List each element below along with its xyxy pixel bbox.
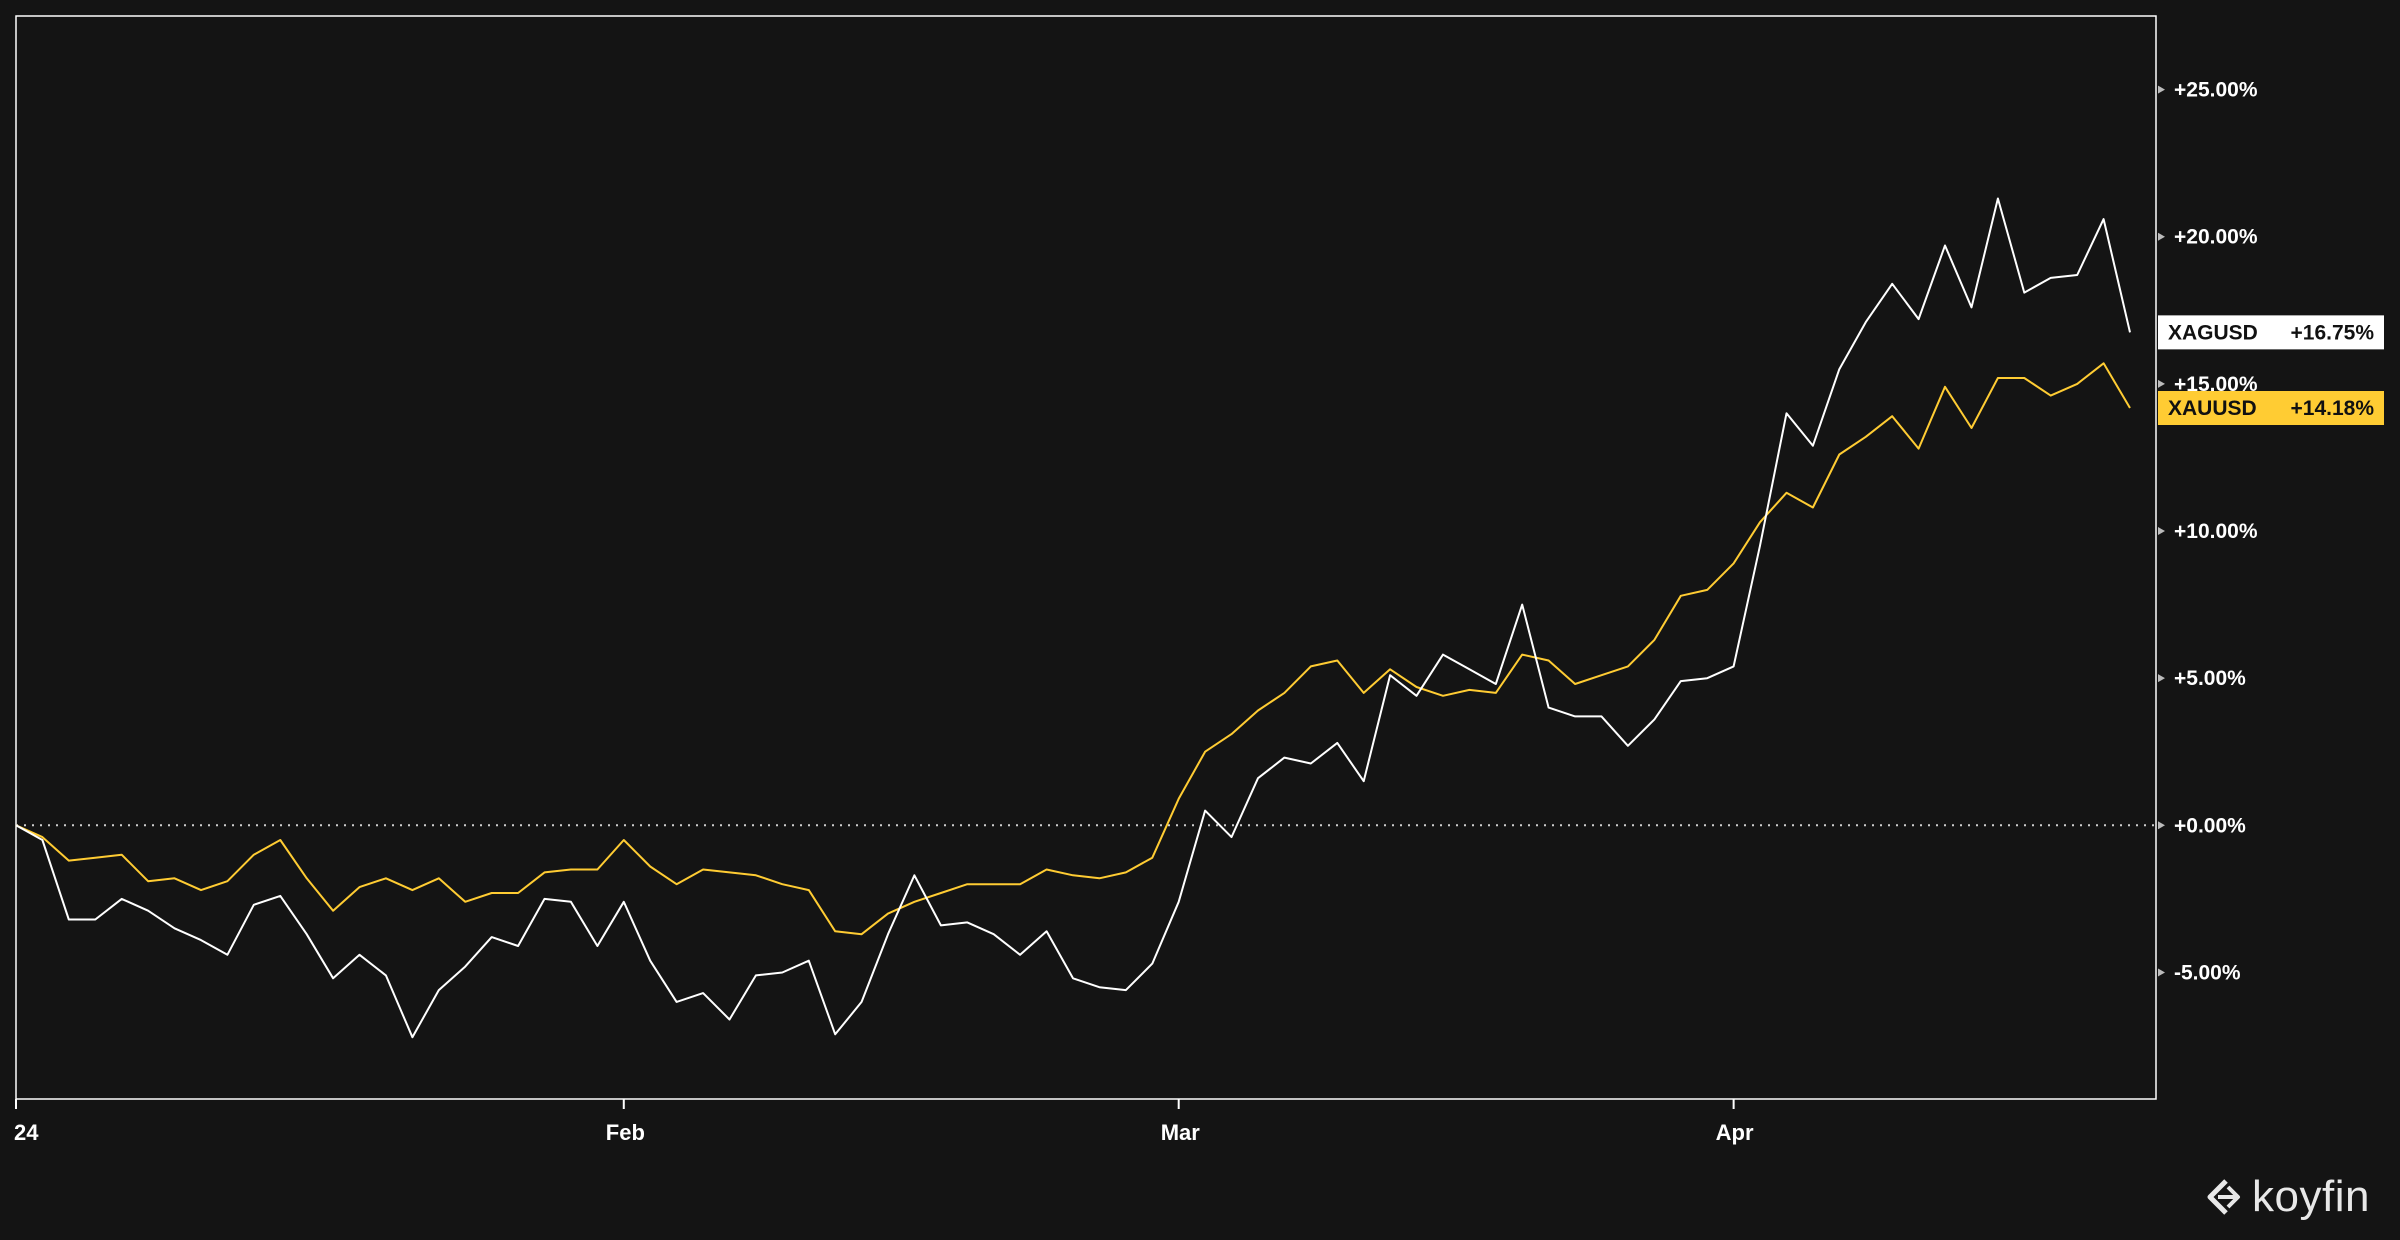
y-tick-marker (2158, 379, 2165, 388)
y-tick-marker (2158, 968, 2165, 977)
value-tag-value: +16.75% (2291, 321, 2375, 344)
y-tick-marker (2158, 232, 2165, 241)
series-line-xagusd (15, 197, 2131, 1039)
x-tick-label: Apr (1716, 1120, 1754, 1145)
series-lines (15, 197, 2131, 1039)
value-tag-value: +14.18% (2291, 397, 2375, 420)
plot-frame (15, 15, 2157, 1100)
koyfin-mark-icon (2207, 1179, 2241, 1215)
y-tick-marker (2158, 821, 2165, 830)
value-tag-name: XAGUSD (2168, 321, 2258, 344)
y-tick-label: +25.00% (2174, 79, 2258, 102)
value-tag-xauusd (2158, 390, 2384, 425)
x-tick-label: Feb (606, 1120, 645, 1145)
y-tick-label: +10.00% (2174, 520, 2258, 543)
logo-wordmark: koyfin (2252, 1172, 2370, 1221)
value-tag-name: XAUUSD (2168, 397, 2257, 420)
value-tag-xagusd (2158, 315, 2384, 350)
x-axis: 24 Feb Mar Apr (14, 1099, 1754, 1145)
koyfin-logo: koyfin (2204, 1172, 2370, 1222)
x-tick-label: Mar (1161, 1120, 1201, 1145)
y-axis: +25.00% +20.00% +15.00% +10.00% +5.00% +0.00%… (2158, 79, 2258, 984)
value-tags: XAGUSD +16.75% XAUUSD +14.18% (2158, 315, 2384, 425)
y-tick-label: +15.00% (2174, 373, 2258, 396)
series-line-xauusd (15, 362, 2131, 936)
y-tick-marker (2158, 674, 2165, 683)
y-tick-marker (2158, 527, 2165, 536)
y-tick-label: +5.00% (2174, 667, 2246, 690)
x-tick-label: 24 (14, 1120, 39, 1145)
y-tick-marker (2158, 85, 2165, 94)
y-tick-label: +20.00% (2174, 226, 2258, 249)
y-tick-label: -5.00% (2174, 961, 2241, 984)
y-tick-label: +0.00% (2174, 814, 2246, 837)
